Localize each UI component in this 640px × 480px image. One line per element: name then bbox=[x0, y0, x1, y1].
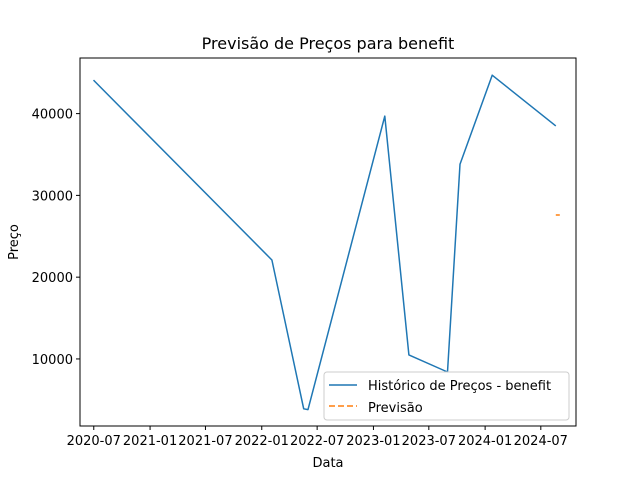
legend: Histórico de Preços - benefit Previsão bbox=[323, 371, 570, 421]
y-tick-label-1: 20000 bbox=[32, 271, 73, 286]
x-tick-label-8: 2024-07 bbox=[514, 434, 568, 449]
y-axis-label: Preço bbox=[7, 224, 22, 260]
x-tick-label-6: 2023-07 bbox=[402, 434, 456, 449]
x-tick-label-1: 2021-01 bbox=[123, 434, 177, 449]
plot-lines bbox=[92, 74, 560, 411]
y-tick-label-0: 10000 bbox=[32, 353, 73, 368]
x-tick-label-3: 2022-01 bbox=[235, 434, 289, 449]
x-tick-label-5: 2023-01 bbox=[346, 434, 400, 449]
y-axis-ticks: 10000 20000 30000 40000 bbox=[32, 108, 80, 368]
legend-label-previsao: Previsão bbox=[368, 401, 423, 416]
x-tick-label-2: 2021-07 bbox=[178, 434, 232, 449]
legend-label-historico: Histórico de Preços - benefit bbox=[368, 379, 551, 394]
x-tick-label-7: 2024-01 bbox=[458, 434, 512, 449]
x-axis-label: Data bbox=[312, 456, 343, 471]
series-line-0 bbox=[92, 74, 557, 411]
y-tick-label-3: 40000 bbox=[32, 108, 73, 123]
chart-title: Previsão de Preços para benefit bbox=[202, 34, 455, 53]
legend-box bbox=[323, 371, 570, 421]
y-tick-label-2: 30000 bbox=[32, 189, 73, 204]
x-tick-label-4: 2022-07 bbox=[290, 434, 344, 449]
plot-frame bbox=[79, 57, 577, 427]
x-tick-label-0: 2020-07 bbox=[67, 434, 121, 449]
x-axis-ticks: 2020-07 2021-01 2021-07 2022-01 2022-07 2023-… bbox=[67, 426, 568, 449]
